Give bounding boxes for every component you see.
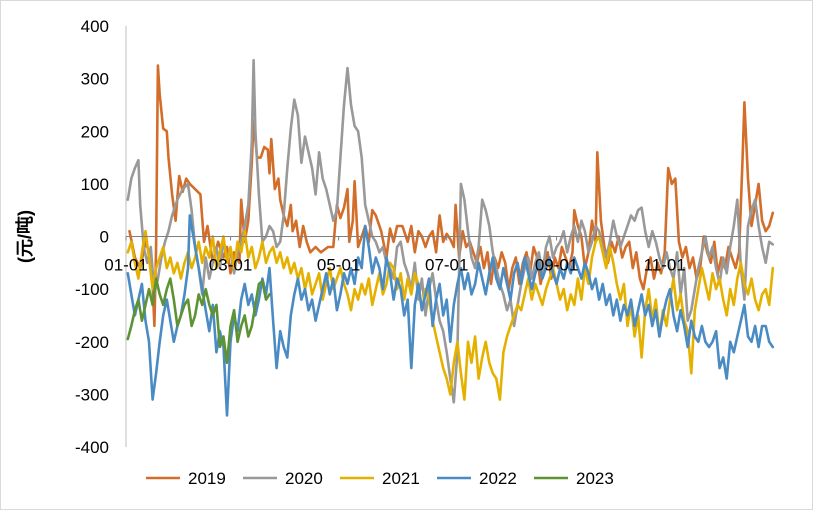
y-tick-label: 200 [81, 122, 109, 141]
legend: 2019 2020 2021 2022 2023 [146, 469, 614, 488]
x-tick-label: 01-01 [104, 256, 147, 275]
y-tick-label: 100 [81, 175, 109, 194]
y-tick-labels: -400 -300 -200 -100 0 100 200 300 400 [75, 17, 109, 457]
legend-label: 2019 [188, 469, 226, 488]
legend-label: 2021 [382, 469, 420, 488]
series-line-2022 [126, 214, 775, 417]
y-tick-label: 300 [81, 70, 109, 89]
y-tick-label: 0 [100, 228, 109, 247]
y-tick-label: -400 [75, 438, 109, 457]
x-tick-label: 11-01 [644, 256, 686, 275]
x-tick-label: 09-01 [535, 256, 578, 275]
x-tick-label: 07-01 [425, 256, 468, 275]
x-tick-label: 03-01 [209, 256, 252, 275]
series-line-2021 [126, 229, 775, 401]
x-tick-label: 05-01 [317, 256, 360, 275]
y-tick-label: 400 [81, 17, 109, 36]
legend-label: 2020 [285, 469, 323, 488]
legend-label: 2023 [576, 469, 614, 488]
x-tick-labels: 01-01 03-01 05-01 07-01 09-01 11-01 [104, 236, 686, 275]
y-tick-label: -300 [75, 385, 109, 404]
series-line-2023 [126, 277, 271, 365]
legend-label: 2022 [479, 469, 517, 488]
y-axis-title: (元/吨) [14, 210, 35, 263]
series-line-2019 [128, 64, 775, 328]
y-tick-label: -200 [75, 333, 109, 352]
y-tick-label: -100 [75, 280, 109, 299]
series-layer [126, 58, 775, 417]
